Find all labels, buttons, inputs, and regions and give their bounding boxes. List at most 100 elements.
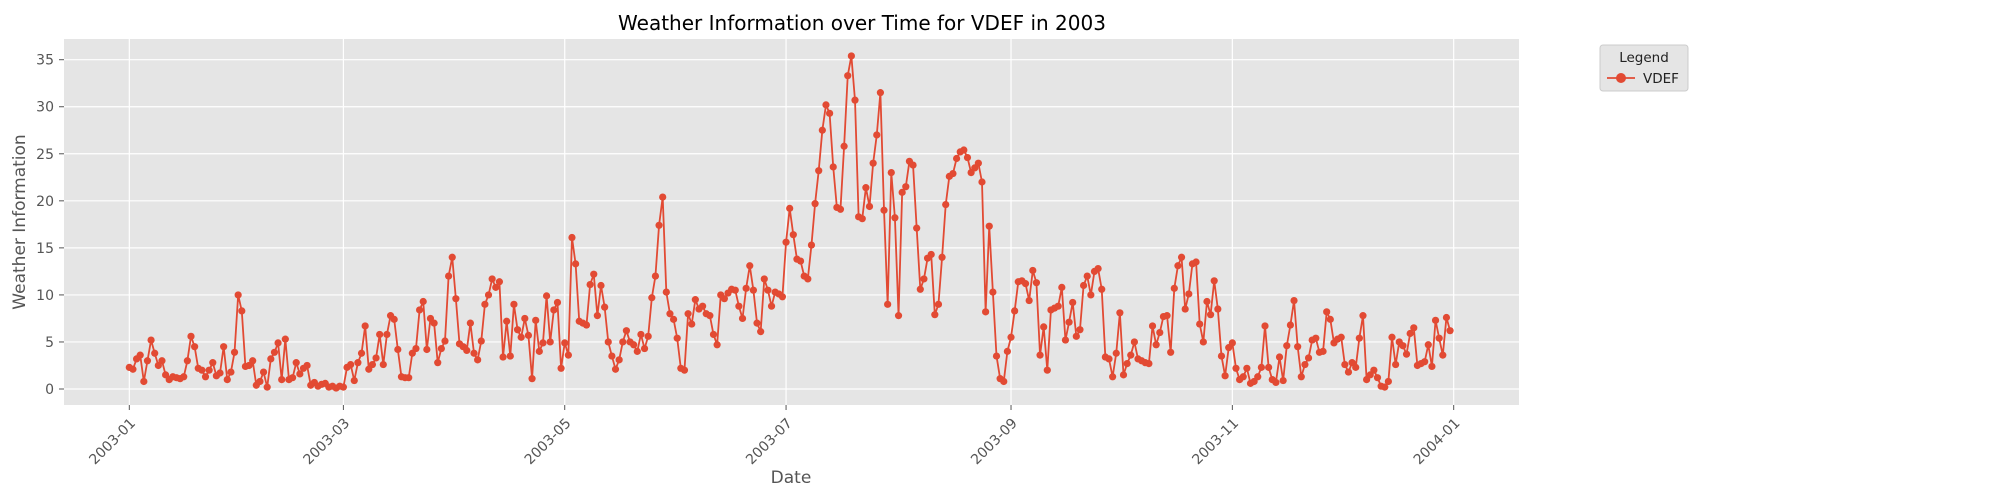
data-point (699, 302, 707, 310)
data-point (481, 300, 489, 308)
data-point (746, 262, 754, 270)
data-point (938, 253, 946, 261)
data-point (1109, 373, 1117, 381)
data-point (484, 291, 493, 299)
data-point (572, 260, 580, 268)
data-point (1072, 332, 1080, 340)
data-point (256, 377, 264, 386)
data-point (1199, 338, 1207, 346)
data-point (1388, 333, 1396, 341)
data-point (1152, 341, 1160, 349)
data-point (1083, 272, 1091, 280)
data-point (865, 202, 874, 211)
data-point (434, 359, 442, 367)
data-point (524, 331, 533, 339)
data-point (1061, 336, 1070, 344)
data-point (263, 383, 271, 391)
data-point (807, 241, 816, 249)
data-point (880, 206, 888, 214)
data-point (1029, 266, 1037, 275)
data-point (815, 167, 823, 175)
data-point (760, 275, 768, 283)
y-tick-label: 10 (36, 288, 54, 304)
data-point (884, 300, 892, 308)
x-tick-label: 2003-03 (300, 415, 353, 468)
data-point (851, 96, 859, 104)
data-point (586, 280, 594, 289)
data-point (1036, 351, 1044, 359)
data-point (535, 347, 543, 355)
data-point (974, 159, 982, 167)
data-point (1319, 347, 1327, 355)
data-point (1399, 342, 1407, 350)
data-point (767, 302, 776, 310)
data-point (1279, 376, 1287, 385)
y-tick-label: 5 (45, 335, 54, 351)
y-axis: 0 5 10 15 20 25 30 35 (36, 53, 64, 398)
data-point (858, 215, 866, 223)
data-point (963, 153, 972, 162)
data-point (390, 315, 398, 323)
data-point (151, 349, 159, 357)
data-point (778, 293, 787, 301)
x-tick-label: 2004-01 (1411, 415, 1464, 468)
data-point (510, 300, 518, 308)
data-point (1185, 290, 1193, 298)
data-point (1123, 360, 1131, 368)
data-point (296, 370, 304, 378)
y-tick-label: 15 (36, 241, 54, 257)
data-point (405, 374, 413, 382)
data-point (180, 373, 188, 381)
data-point (1076, 326, 1084, 334)
data-point (267, 355, 275, 363)
data-point (553, 298, 562, 307)
data-point (1301, 360, 1309, 369)
data-point (136, 351, 144, 359)
chart-title: Weather Information over Time for VDEF i… (618, 11, 1106, 35)
data-point (818, 126, 826, 134)
x-tick-label: 2003-11 (1189, 415, 1242, 468)
data-point (916, 285, 924, 293)
data-point (1428, 362, 1436, 371)
data-point (1210, 277, 1218, 285)
data-point (1221, 372, 1229, 380)
data-point (1112, 349, 1120, 357)
data-point (513, 326, 522, 334)
data-point (786, 204, 794, 212)
data-point (666, 310, 674, 318)
data-point (622, 327, 631, 335)
data-point (303, 361, 311, 370)
data-point (1355, 334, 1363, 342)
data-point (1170, 284, 1178, 292)
data-point (829, 163, 837, 171)
data-point (706, 312, 714, 320)
data-point (593, 312, 601, 320)
data-point (1098, 285, 1106, 293)
y-axis-title: Weather Information (10, 134, 30, 309)
data-point (1446, 327, 1454, 335)
data-point (1228, 339, 1236, 347)
data-point (278, 376, 286, 384)
data-point (764, 286, 772, 294)
data-point (419, 297, 427, 306)
data-point (561, 339, 569, 347)
data-point (1127, 351, 1135, 359)
data-point (902, 183, 910, 191)
data-point (191, 343, 199, 351)
data-point (1294, 343, 1302, 351)
data-point (1040, 323, 1048, 331)
data-point (1079, 281, 1088, 290)
y-tick-label: 35 (36, 53, 54, 69)
data-point (209, 359, 217, 367)
data-point (1424, 341, 1432, 349)
data-point (952, 154, 961, 163)
data-point (1000, 377, 1008, 386)
legend-marker (1616, 73, 1626, 83)
data-point (992, 352, 1001, 360)
data-point (826, 109, 834, 117)
data-point (847, 52, 855, 60)
data-point (230, 348, 239, 356)
data-point (357, 349, 366, 357)
data-point (913, 224, 921, 232)
